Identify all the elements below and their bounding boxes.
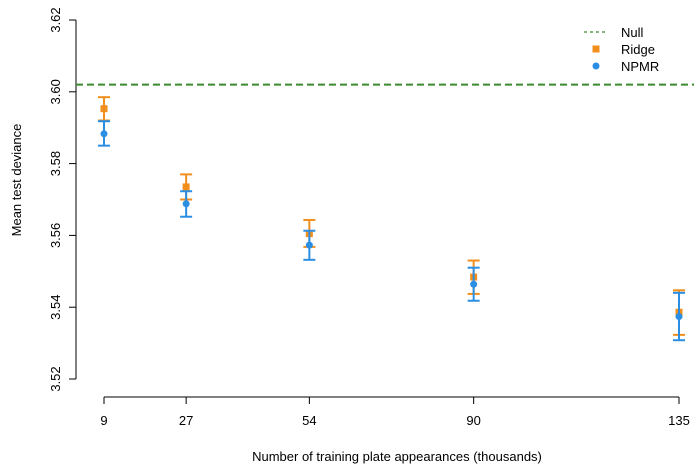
data-point [470, 280, 478, 288]
x-tick-label: 27 [179, 413, 193, 428]
series-npmr [98, 120, 685, 342]
x-axis: 9 27 54 90 135 [100, 396, 690, 428]
data-point [675, 313, 683, 321]
legend-label: NPMR [621, 59, 659, 74]
series-group [98, 96, 685, 342]
data-point [182, 183, 190, 191]
data-point [100, 130, 108, 138]
y-tick-label: 3.58 [48, 151, 63, 176]
y-tick-label: 3.62 [48, 7, 63, 32]
y-tick-label: 3.60 [48, 79, 63, 104]
y-tick-label: 3.54 [48, 295, 63, 320]
legend-label: Null [621, 25, 644, 40]
x-tick-label: 9 [100, 413, 107, 428]
y-tick-label: 3.52 [48, 366, 63, 391]
y-axis: 3.52 3.54 3.56 3.58 3.60 3.62 [48, 7, 77, 392]
y-tick-label: 3.56 [48, 223, 63, 248]
x-tick-label: 54 [302, 413, 316, 428]
x-tick-label: 135 [668, 413, 690, 428]
data-point [182, 200, 190, 208]
legend-label: Ridge [621, 42, 655, 57]
y-axis-label: Mean test deviance [9, 124, 24, 237]
legend-symbol-npmr [592, 62, 600, 70]
legend-symbol-ridge [592, 45, 600, 53]
x-axis-label: Number of training plate appearances (th… [252, 449, 542, 464]
data-point [305, 241, 313, 249]
x-tick-label: 90 [466, 413, 480, 428]
data-point [100, 105, 108, 113]
legend: Null Ridge NPMR [584, 25, 659, 74]
